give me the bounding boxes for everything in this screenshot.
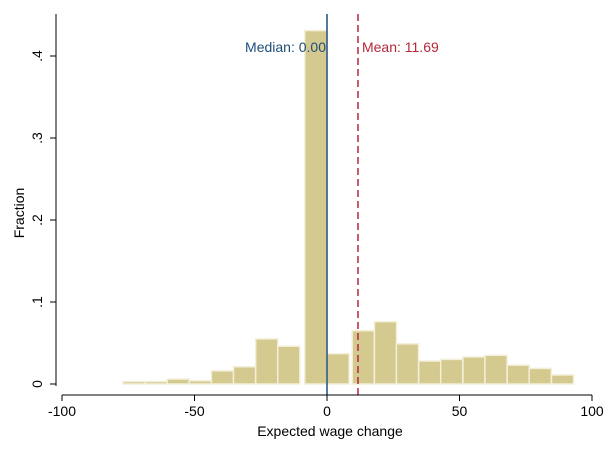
x-tick-label: 0	[323, 403, 331, 419]
histogram-bar	[232, 366, 257, 385]
histogram-bar	[417, 360, 442, 385]
histogram-bar	[276, 345, 301, 385]
x-axis-title: Expected wage change	[257, 423, 403, 439]
mean-label: Mean: 11.69	[362, 39, 439, 55]
histogram-bar	[550, 374, 575, 385]
y-axis-title: Fraction	[11, 188, 27, 239]
histogram-bar	[395, 343, 420, 385]
histogram-bar	[462, 356, 486, 385]
histogram-bar	[254, 338, 279, 385]
median-label: Median: 0.00	[245, 39, 326, 55]
x-tick-label: 50	[452, 403, 468, 419]
x-tick-label: -100	[48, 403, 76, 419]
x-tick-label: 100	[580, 403, 604, 419]
histogram-bar	[144, 380, 169, 385]
histogram-bar	[326, 352, 350, 385]
bars-group	[122, 29, 575, 385]
x-tick-label: -50	[184, 403, 204, 419]
histogram-bar	[506, 364, 531, 385]
histogram-bar	[484, 354, 508, 385]
histogram-bar	[528, 367, 553, 385]
histogram-bar	[166, 378, 191, 385]
histogram-bar	[439, 358, 464, 385]
reference-lines-group: Median: 0.00 Mean: 11.69	[245, 14, 439, 395]
histogram-bar	[373, 320, 398, 385]
y-tick-label: 0	[29, 380, 45, 388]
y-tick-label: .3	[29, 132, 45, 144]
histogram-bar	[351, 329, 376, 385]
y-tick-label: .4	[29, 50, 45, 62]
histogram-bar	[303, 29, 328, 385]
histogram-bar	[188, 379, 213, 385]
y-tick-label: .2	[29, 214, 45, 226]
axes-group: -100 -50 0 50 100 0 .1 .2 .3 .4	[29, 14, 604, 419]
histogram-bar	[122, 380, 146, 385]
y-tick-label: .1	[29, 296, 45, 308]
histogram-bar	[210, 370, 235, 385]
